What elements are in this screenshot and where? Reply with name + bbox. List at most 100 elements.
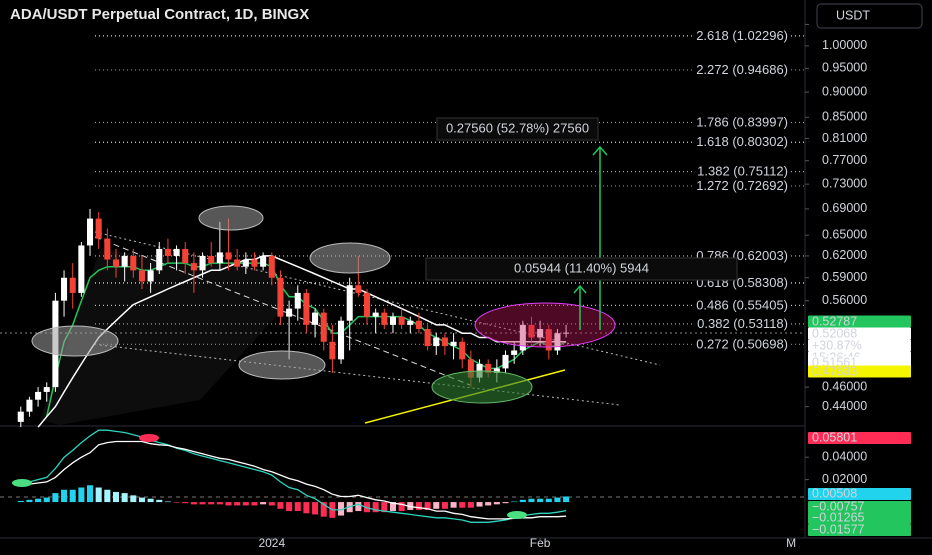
fib-label: 2.618 (1.02296) [696, 28, 788, 43]
candle-body [441, 337, 448, 347]
candle-body [294, 292, 301, 309]
histogram-bar [338, 502, 345, 516]
histogram-bar [476, 502, 483, 507]
candle-body [389, 316, 397, 325]
histogram-bar [17, 500, 24, 503]
candle-body [459, 341, 466, 360]
histogram-bar [26, 499, 33, 503]
histogram-bar [173, 502, 180, 503]
macd-pane: 0.040000.020000.058010.00508−0.00757−0.0… [12, 429, 911, 536]
price-badge [808, 512, 911, 524]
price-badge [808, 501, 911, 513]
fib-label-bg [695, 163, 790, 179]
fib-label-bg [694, 114, 790, 130]
fib-label: 0.382 (0.53118) [697, 316, 788, 331]
fib-label: 1.786 (0.83997) [696, 114, 788, 129]
histogram-bar [138, 497, 145, 503]
histogram-bar [294, 502, 301, 512]
histogram-bar [381, 502, 388, 513]
candle-body [467, 359, 474, 378]
ellipses [31, 145, 616, 404]
fib-label: 0.486 (0.55405) [696, 297, 788, 312]
fib-label: 2.272 (0.94686) [696, 62, 788, 77]
price-badge [808, 315, 911, 328]
y-tick-label: 0.56000 [822, 293, 867, 307]
histogram-bar [554, 497, 561, 503]
histogram-bar [69, 489, 76, 503]
histogram-bar [95, 487, 102, 503]
price-badge [808, 365, 911, 378]
histogram-bar [147, 498, 154, 503]
candle-body [138, 270, 145, 282]
y-tick-label: 0.59000 [822, 270, 867, 284]
price-badge [808, 339, 911, 352]
candle-body [415, 320, 422, 330]
histogram-bar [190, 502, 197, 505]
ellipse [31, 325, 119, 357]
candle-body [424, 329, 431, 347]
candle-body [17, 411, 24, 422]
ellipse [474, 302, 616, 348]
histogram-bar [485, 502, 492, 506]
histogram-bar [199, 502, 206, 505]
fib-label-bg [694, 336, 790, 352]
candle-body [86, 218, 94, 246]
candle-body [35, 391, 42, 400]
candle-body [407, 320, 414, 325]
histogram-bar [234, 502, 241, 506]
price-badge [808, 488, 911, 500]
histogram-bar [78, 487, 85, 503]
histogram-bar [130, 495, 137, 503]
fib-label-bg [694, 297, 790, 313]
price-badge [808, 524, 911, 536]
candle-body [61, 277, 68, 301]
histogram-bar [164, 501, 171, 503]
candle-body [519, 324, 526, 351]
fib-label-bg [695, 315, 790, 331]
y-tick-label: 0.85000 [822, 110, 867, 124]
candle-body [450, 341, 457, 347]
histogram-bar [355, 502, 362, 512]
ellipse [238, 350, 326, 380]
histogram-bar [415, 502, 422, 510]
candle-body [320, 312, 327, 342]
price-badge-label: 0.05801 [812, 430, 857, 444]
histogram-bar [372, 502, 379, 513]
y-tick-label: 0.04000 [822, 449, 867, 463]
price-badge-label: 0.00508 [812, 486, 857, 500]
histogram-bar [61, 489, 68, 503]
candle-body [493, 368, 500, 374]
histogram-bar [156, 499, 163, 503]
currency-label[interactable]: USDT [836, 8, 870, 22]
histogram-bar [182, 502, 189, 504]
measure-box [436, 117, 599, 141]
histogram-bar [459, 502, 466, 508]
fib-label: 0.272 (0.50698) [696, 336, 788, 351]
candle-body [112, 259, 120, 267]
candle-body [173, 248, 180, 256]
y-tick-label: 0.69000 [822, 201, 867, 215]
histogram-bar [104, 489, 111, 503]
fib-label: 1.618 (0.80302) [696, 134, 788, 149]
price-badge-label: −0.01265 [812, 510, 865, 524]
candle-body [277, 277, 284, 317]
candle-body [338, 320, 345, 360]
candle-body [69, 277, 76, 293]
candle-body [225, 252, 232, 260]
candle-body [78, 245, 85, 293]
price-badge-label: −0.01577 [812, 522, 865, 536]
histogram-bar [519, 499, 526, 503]
arrow-head [573, 284, 587, 294]
candle-body [190, 263, 197, 271]
currency-button[interactable] [816, 3, 923, 29]
histogram-bar [493, 502, 500, 505]
histogram-bar [268, 502, 275, 506]
histogram-bar [35, 498, 42, 503]
histogram-bar [277, 502, 284, 509]
fib-label-bg [694, 134, 790, 150]
candle-body [234, 259, 241, 267]
x-tick-label: Feb [530, 536, 551, 550]
histogram-bar [208, 502, 215, 505]
measure-label: 0.27560 (52.78%) 27560 [446, 120, 589, 135]
